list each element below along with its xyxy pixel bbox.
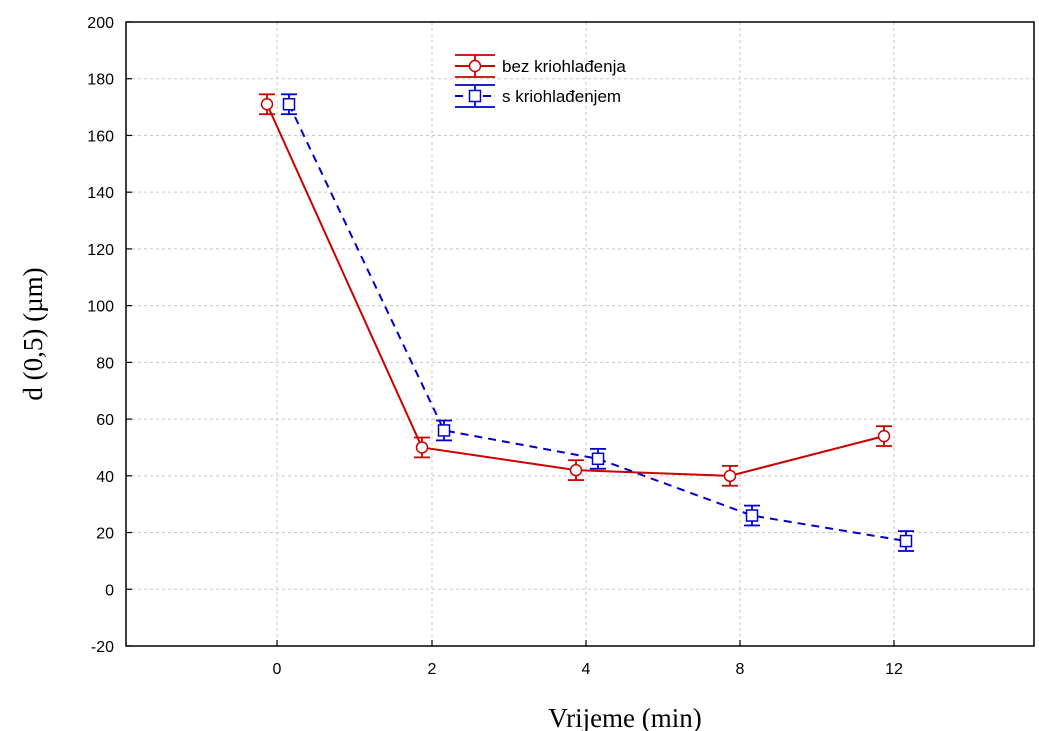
x-tick-label: 2	[428, 661, 437, 678]
data-point	[723, 469, 737, 483]
legend-label: s kriohlađenjem	[502, 87, 621, 106]
axes: -20 0 20 40 60 80 100 120 140 160 180 200 0 2 4 8 12	[87, 15, 903, 678]
data-point	[260, 98, 274, 111]
plot-area	[125, 21, 1035, 647]
y-tick-label: -20	[91, 639, 114, 656]
data-point	[437, 424, 451, 437]
series-2	[281, 93, 914, 552]
y-tick-label: 140	[87, 185, 114, 202]
x-axis-title: Vrijeme (min)	[548, 703, 702, 731]
x-tick-label: 4	[582, 661, 591, 678]
legend-label: bez kriohlađenja	[502, 57, 626, 76]
series-1	[259, 93, 892, 487]
y-tick-label: 200	[87, 15, 114, 32]
y-tick-label: 160	[87, 128, 114, 145]
data-point	[415, 441, 429, 454]
y-tick-label: 40	[96, 469, 114, 486]
y-tick-label: 20	[96, 526, 114, 543]
x-tick-label: 0	[273, 661, 282, 678]
y-tick-label: 120	[87, 242, 114, 259]
series-line	[288, 103, 907, 543]
legend: bez kriohlađenja s kriohlađenjem	[455, 54, 626, 108]
data-point	[899, 534, 913, 548]
legend-marker	[468, 89, 482, 103]
y-tick-label: 100	[87, 299, 114, 316]
data-point	[282, 98, 296, 111]
data-point	[569, 463, 583, 477]
x-tick-label: 12	[885, 661, 903, 678]
series-line	[266, 103, 885, 477]
grid-lines	[126, 22, 1034, 646]
y-tick-label: 80	[96, 355, 114, 372]
y-tick-label: 180	[87, 72, 114, 89]
legend-marker	[468, 59, 482, 73]
y-tick-label: 0	[105, 582, 114, 599]
x-tick-label: 8	[736, 661, 745, 678]
legend-item: bez kriohlađenja	[455, 54, 626, 78]
data-point	[877, 429, 891, 443]
data-point	[745, 509, 759, 522]
data-point	[591, 452, 605, 466]
series-layer	[259, 93, 914, 552]
y-axis-title: d (0,5) (µm)	[18, 267, 48, 400]
y-tick-label: 60	[96, 412, 114, 429]
legend-item: s kriohlađenjem	[455, 84, 621, 108]
